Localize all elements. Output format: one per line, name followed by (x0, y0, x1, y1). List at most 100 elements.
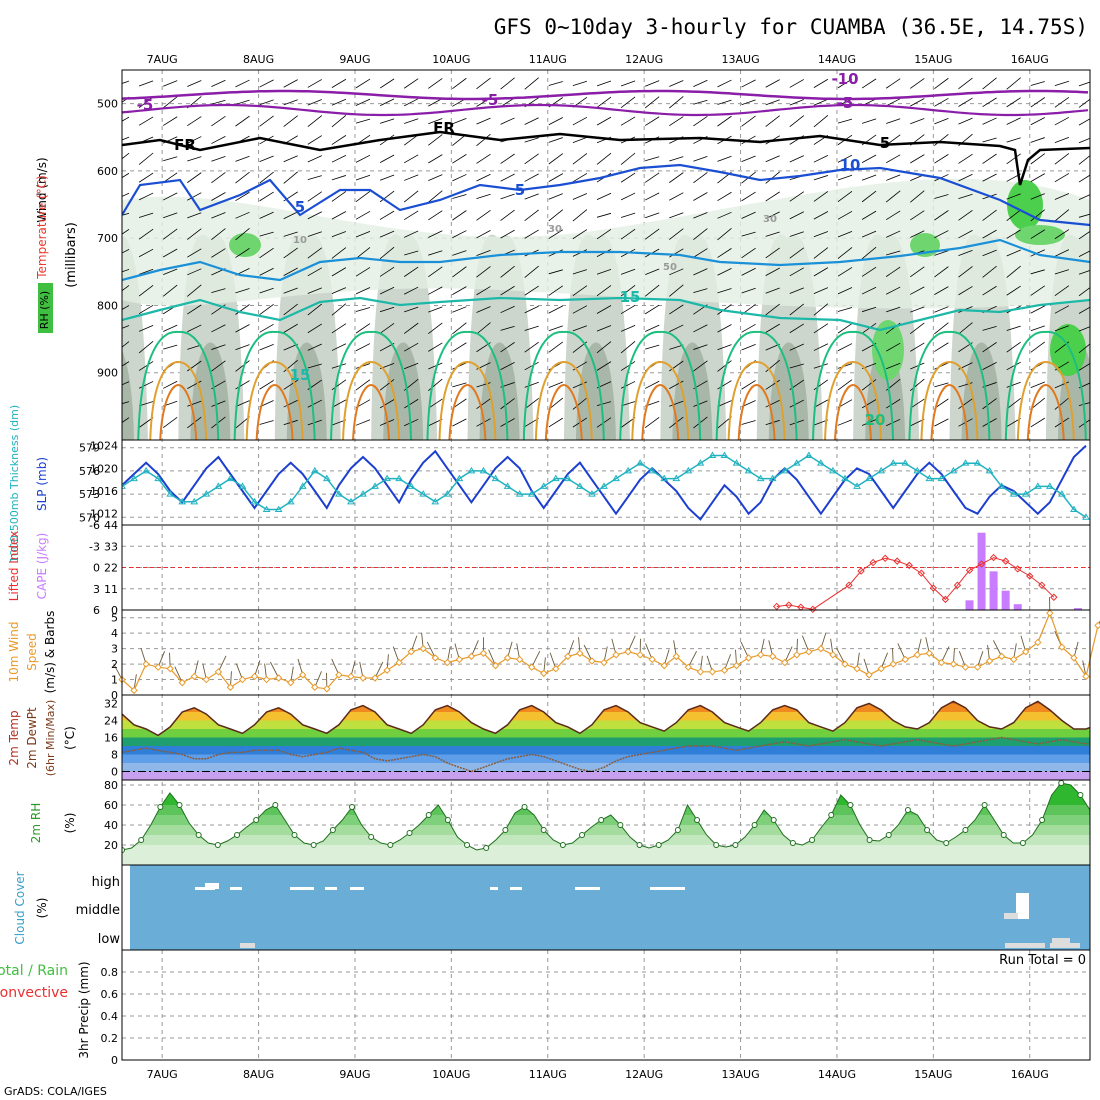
thickness-point (997, 482, 1006, 489)
wind-barb (355, 154, 371, 163)
wind-barb (982, 285, 997, 296)
wind-barb (428, 78, 443, 89)
wind-barb (307, 115, 323, 128)
wind-barb (235, 324, 250, 333)
thickness-point (371, 482, 379, 489)
wind-barb (741, 420, 756, 425)
rh2m-point (981, 802, 988, 808)
wind-barb (837, 118, 853, 124)
wind-barb (837, 230, 853, 238)
wind-barb (235, 171, 250, 184)
wind-barb (211, 344, 226, 350)
wind-barb (379, 210, 395, 220)
date-tick-bottom: 15AUG (914, 1068, 952, 1081)
wind-barb (934, 77, 949, 89)
wind-barb (837, 307, 853, 312)
wind-barb (596, 229, 612, 240)
wind10-point (853, 665, 861, 673)
wind-barb (645, 380, 660, 389)
thickness-point (226, 474, 235, 482)
wind-barb (307, 323, 323, 334)
wind-barb (741, 323, 756, 333)
wind-barb (620, 116, 636, 126)
wind-barb (1006, 361, 1021, 371)
wind-barb (379, 154, 395, 163)
wind10-barb (836, 647, 846, 665)
thickness-point (792, 459, 801, 466)
wind-barb (122, 172, 130, 179)
wind-barb (122, 116, 130, 122)
wind-barb (452, 174, 467, 182)
wind-barb (307, 267, 322, 277)
thickness-point (973, 459, 982, 466)
rh2m-point (904, 807, 911, 813)
rh-band (122, 845, 1090, 865)
wind-barb (524, 381, 539, 388)
wind-barb (886, 174, 901, 181)
wind10-point (1070, 654, 1078, 662)
rh-shade-core (190, 342, 231, 440)
temp-contour-30 (641, 383, 680, 440)
wind-barb (307, 155, 322, 163)
wind-barb (765, 191, 780, 202)
wind-barb (1054, 209, 1070, 222)
wind-barb (500, 117, 515, 125)
wind-barb (452, 77, 467, 89)
rh2m-point (349, 804, 356, 810)
wind-barb (1054, 116, 1070, 126)
wind-barb (1078, 250, 1090, 257)
wind-barb (331, 287, 347, 295)
thickness-point (732, 459, 741, 466)
wind-barb (837, 343, 853, 352)
wind-barb (452, 250, 467, 256)
date-tick-top: 9AUG (339, 53, 370, 66)
wind-barb (596, 212, 612, 218)
thickness-point (817, 459, 825, 466)
wind-barb (138, 192, 154, 201)
wind-barb (138, 381, 154, 389)
rh2m-tick: 20 (104, 839, 118, 852)
wind-barb (934, 382, 949, 388)
wind-barb (162, 116, 178, 126)
wind-barb (122, 269, 130, 273)
thickness-point (142, 466, 150, 474)
wind-barb (789, 99, 804, 106)
wind-barb (596, 152, 612, 165)
low-cloud-patch (240, 943, 255, 948)
temp2m-tick: 0 (111, 766, 118, 779)
thickness-point (539, 482, 548, 489)
contour-label: -5 (837, 94, 854, 112)
wind-barb (524, 341, 539, 353)
wind-barb (500, 209, 515, 221)
wind-barb (500, 229, 515, 239)
wind-barb (645, 324, 660, 332)
wind-barb (163, 344, 178, 350)
wind-barb (355, 267, 371, 277)
wind10-barb (993, 640, 1003, 657)
lifted-index-point (965, 566, 974, 575)
wind-barb (235, 304, 250, 315)
wind-barb (500, 342, 515, 353)
temp2m-tick: 32 (104, 698, 118, 711)
wind-barb (765, 359, 780, 373)
wind-barb (122, 381, 130, 386)
slp-series-line (122, 444, 1087, 521)
wind-barb (122, 401, 130, 405)
wind10-point (781, 658, 789, 667)
wind-barb (548, 153, 564, 165)
temp-contour-20 (908, 330, 991, 440)
wind-barb (355, 379, 371, 391)
wind-barb (910, 306, 925, 313)
wind-barb (982, 362, 997, 370)
wind10-point (214, 668, 223, 676)
rh2m-point (310, 842, 317, 848)
wind10-barb (314, 671, 322, 688)
wind-barb (404, 362, 419, 370)
rh2m-point (122, 847, 125, 853)
wind-barb (524, 77, 539, 90)
rh2m-point (751, 822, 758, 828)
wind-barb (331, 78, 347, 88)
wind-barb (163, 248, 178, 258)
wind-barb (958, 153, 973, 164)
rh2m-point (464, 842, 471, 848)
